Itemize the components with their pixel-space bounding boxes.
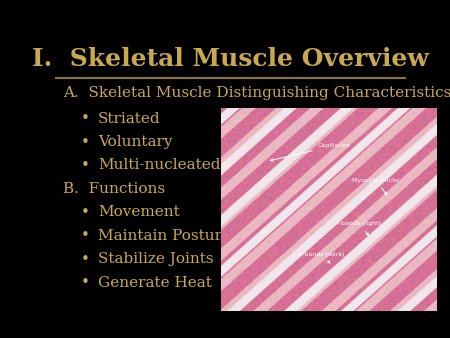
Text: I-bands (light): I-bands (light) xyxy=(337,221,381,236)
Text: A-bands (dark): A-bands (dark) xyxy=(298,252,345,263)
Text: •: • xyxy=(81,158,90,173)
Text: B.  Functions: B. Functions xyxy=(63,182,165,196)
Text: •: • xyxy=(81,252,90,267)
Text: Capillaries: Capillaries xyxy=(270,143,351,161)
Text: Multi-nucleated: Multi-nucleated xyxy=(98,159,220,172)
Text: Movement: Movement xyxy=(98,205,180,219)
Text: Stabilize Joints: Stabilize Joints xyxy=(98,252,214,266)
Text: •: • xyxy=(81,275,90,290)
Text: Generate Heat: Generate Heat xyxy=(98,275,212,290)
Text: •: • xyxy=(81,228,90,243)
Text: A.  Skeletal Muscle Distinguishing Characteristics: A. Skeletal Muscle Distinguishing Charac… xyxy=(63,86,450,100)
Text: •: • xyxy=(81,205,90,220)
Text: Voluntary: Voluntary xyxy=(98,135,173,149)
Text: •: • xyxy=(81,135,90,149)
Text: Myocyte nuclei: Myocyte nuclei xyxy=(352,178,399,195)
Text: •: • xyxy=(81,111,90,126)
Text: I.  Skeletal Muscle Overview: I. Skeletal Muscle Overview xyxy=(32,47,429,71)
Text: Maintain Posture: Maintain Posture xyxy=(98,229,231,243)
Text: Striated: Striated xyxy=(98,112,161,126)
